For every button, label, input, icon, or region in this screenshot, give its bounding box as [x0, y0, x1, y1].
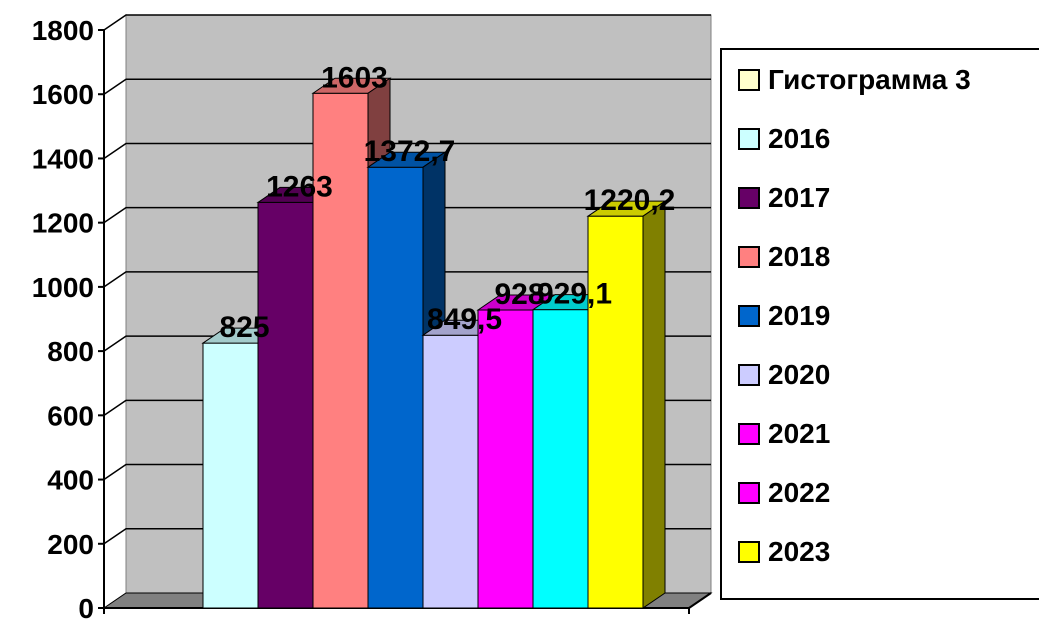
legend-label: 2021: [768, 418, 831, 449]
bar-2023: [587, 215, 644, 609]
data-label-2023: 1220,2: [584, 184, 676, 217]
legend-swatch: [738, 128, 760, 150]
legend-label: 2023: [768, 536, 831, 567]
x-axis-end: [688, 592, 712, 609]
data-label-2016: 825: [219, 311, 269, 344]
legend-label: 2020: [768, 359, 831, 390]
y-tick-label: 800: [47, 336, 94, 367]
legend-item: 2016: [738, 123, 831, 154]
data-label-2019: 1372,7: [364, 135, 456, 168]
data-label-2018: 1603: [321, 61, 388, 94]
legend-swatch: [738, 246, 760, 268]
legend-swatch: [738, 364, 760, 386]
legend-label: 2018: [768, 241, 831, 272]
legend-label: 2019: [768, 300, 831, 331]
legend-swatch: [738, 423, 760, 445]
y-tick-label: 0: [78, 593, 94, 621]
legend-label: 2016: [768, 123, 831, 154]
legend-item: 2019: [738, 300, 831, 331]
y-tick-label: 1400: [32, 143, 94, 174]
legend-swatch: [738, 305, 760, 327]
legend-swatch: [738, 69, 760, 91]
bar-2020: [422, 334, 479, 609]
bar-2022: [532, 309, 589, 609]
gridline: [103, 142, 711, 160]
bar-2017: [257, 201, 314, 609]
bar-2016: [202, 342, 259, 609]
bar-side-2023: [642, 200, 666, 609]
legend-swatch: [738, 187, 760, 209]
gridline: [103, 271, 711, 288]
legend-swatch: [738, 482, 760, 504]
data-label-2022: 929,1: [537, 278, 612, 311]
legend-item: Гистограмма 3: [738, 64, 971, 95]
legend-item: 2017: [738, 182, 831, 213]
gridline: [103, 206, 711, 224]
data-label-2020: 849,5: [427, 303, 502, 336]
y-tick-label: 1600: [32, 79, 94, 110]
plot-side-wall: [103, 14, 127, 609]
legend-swatch: [738, 541, 760, 563]
bar-2019: [367, 166, 424, 609]
legend: Гистограмма 3 2016 2017 2018 2019 2020 2021 202…: [720, 48, 1039, 600]
data-label-2021: 928: [494, 278, 544, 311]
legend-label: Гистограмма 3: [768, 64, 971, 95]
y-tick-label: 400: [47, 465, 94, 496]
y-tick-label: 600: [47, 400, 94, 431]
data-label-2017: 1263: [266, 170, 333, 203]
legend-item: 2021: [738, 418, 831, 449]
y-tick-label: 200: [47, 529, 94, 560]
y-tick-label: 1800: [32, 15, 94, 46]
gridline: [103, 14, 711, 31]
bar-2021: [477, 309, 534, 609]
legend-item: 2023: [738, 536, 831, 567]
legend-label: 2017: [768, 182, 831, 213]
legend-item: 2022: [738, 477, 831, 508]
legend-item: 2018: [738, 241, 831, 272]
y-tick-label: 1200: [32, 208, 94, 239]
gridline: [103, 78, 711, 95]
legend-label: 2022: [768, 477, 831, 508]
legend-item: 2020: [738, 359, 831, 390]
y-tick-label: 1000: [32, 272, 94, 303]
